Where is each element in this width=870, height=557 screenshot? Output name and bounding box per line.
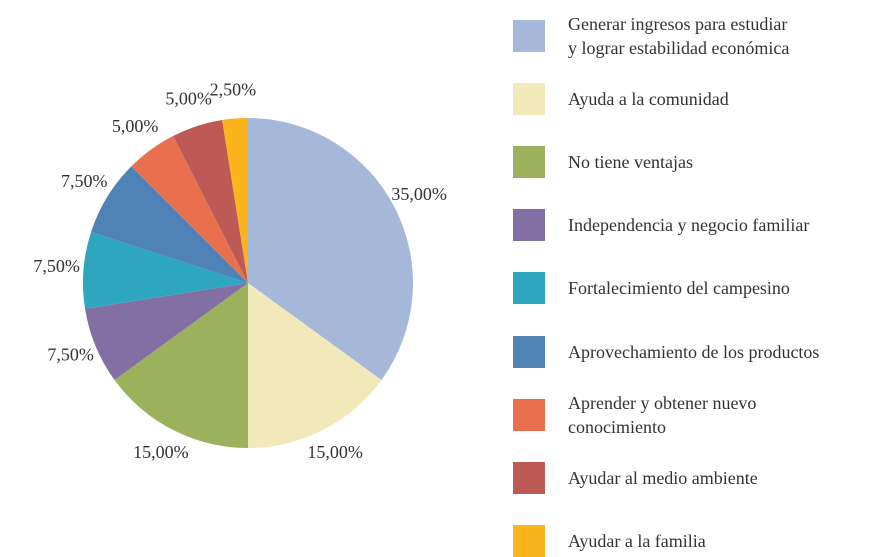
data-label: 2,50% [210,80,257,100]
pie-slice [83,232,249,309]
legend-swatch [513,524,545,557]
legend-label: Ayudar a la familia [568,530,706,551]
legend-item: Independencia y negocio familiar [513,209,810,242]
pie-slice [131,135,248,283]
legend-item: Aprender y obtener nuevo conocimiento [513,393,756,437]
pie-slice [114,283,248,448]
legend-swatch [513,335,545,368]
legend-swatch [513,83,545,116]
data-label: 5,00% [112,116,159,136]
legend-label: Fortalecimiento del campesino [568,278,790,299]
pie-slice [222,118,248,283]
pie-slice [85,283,248,380]
legend-label: Ayudar al medio ambiente [568,467,758,488]
pie-slice [248,118,413,380]
legend-swatch [513,461,545,494]
chart: 35,00% 15,00% 15,00% 7,50% 7,50% 7,50% 5,00% 5,… [33,80,447,462]
data-label: 15,00% [133,442,189,462]
data-label: 15,00% [307,442,363,462]
pie-slice [248,283,382,448]
legend-item: Aprovechamiento de los productos [513,335,820,368]
legend-label: Ayuda a la comunidad [568,89,729,110]
legend-label: Aprovechamiento de los productos [568,341,820,362]
legend-swatch [513,20,545,52]
data-label: 7,50% [47,345,94,365]
pie-slice [173,120,248,283]
legend-swatch [513,209,545,242]
pie-slice [91,166,248,283]
legend-item: Ayudar a la familia [513,524,706,557]
data-label: 5,00% [165,89,212,109]
legend-item: Ayuda a la comunidad [513,83,729,116]
legend-item: Ayudar al medio ambiente [513,461,758,494]
data-label: 7,50% [33,256,80,276]
legend-swatch [513,146,545,179]
data-label: 7,50% [61,171,108,191]
legend-swatch [513,272,545,305]
legend-label: No tiene ventajas [568,152,693,173]
legend-swatch [513,398,545,431]
legend-item: No tiene ventajas [513,146,693,179]
legend-label: Independencia y negocio familiar [568,215,810,236]
legend-label: Aprender y obtener nuevo conocimiento [568,392,757,437]
data-label: 35,00% [391,184,447,204]
legend-label: Generar ingresos para estudiar y lograr … [568,14,790,58]
legend-item: Fortalecimiento del campesino [513,272,790,305]
legend-item: Generar ingresos para estudiar y lograr … [513,14,789,58]
